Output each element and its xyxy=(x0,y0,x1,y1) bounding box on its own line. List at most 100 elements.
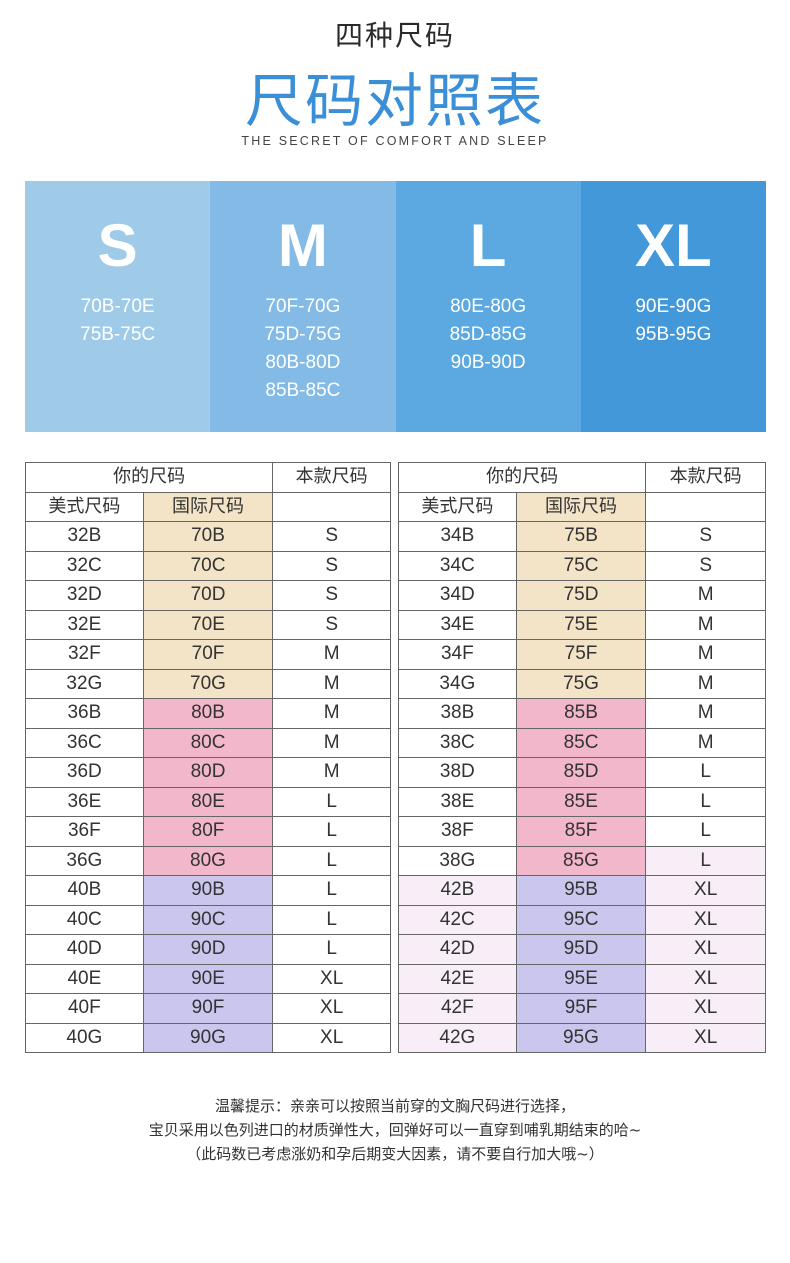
us-size-cell: 34G xyxy=(398,668,517,699)
table-row: 32C 70C S xyxy=(25,550,391,581)
page-tagline: THE SECRET OF COMFORT AND SLEEP xyxy=(241,134,549,148)
table-row: 36D 80D M xyxy=(25,757,391,788)
intl-size-cell: 70D xyxy=(142,580,274,611)
us-size-cell: 38E xyxy=(398,786,517,817)
us-size-cell: 36F xyxy=(25,816,144,847)
intl-size-cell: 70E xyxy=(142,609,274,640)
intl-size-cell: 70C xyxy=(142,550,274,581)
model-size-cell: L xyxy=(272,934,391,965)
size-card-s: S 70B-70E 75B-75C xyxy=(25,181,211,432)
intl-size-cell: 95B xyxy=(515,875,647,906)
us-size-cell: 36D xyxy=(25,757,144,788)
model-size-cell: L xyxy=(272,875,391,906)
table-row: 34B 75B S xyxy=(398,521,766,552)
table-row: 36B 80B M xyxy=(25,698,391,729)
table-row: 40E 90E XL xyxy=(25,963,391,994)
table-row: 32D 70D S xyxy=(25,580,391,611)
table-row: 38D 85D L xyxy=(398,757,766,788)
table-row: 40B 90B L xyxy=(25,875,391,906)
model-size-cell: XL xyxy=(645,904,766,935)
model-size-cell: M xyxy=(272,757,391,788)
us-size-cell: 40B xyxy=(25,875,144,906)
intl-size-cell: 80B xyxy=(142,698,274,729)
table-row: 42G 95G XL xyxy=(398,1022,766,1053)
size-range-list: 70B-70E 75B-75C xyxy=(25,293,210,349)
table-row: 34C 75C S xyxy=(398,550,766,581)
model-size-cell: L xyxy=(272,786,391,817)
table-row: 34E 75E M xyxy=(398,609,766,640)
intl-size-cell: 75G xyxy=(515,668,647,699)
intl-size-cell: 85F xyxy=(515,816,647,847)
table-row: 40C 90C L xyxy=(25,904,391,935)
intl-size-cell: 95G xyxy=(515,1022,647,1053)
model-size-cell: XL xyxy=(645,875,766,906)
header-your-size: 你的尺码 xyxy=(397,462,647,493)
model-size-cell: M xyxy=(645,639,766,670)
header-intl-size: 国际尺码 xyxy=(515,491,647,522)
table-row: 34G 75G M xyxy=(398,668,766,699)
model-size-cell: S xyxy=(272,609,391,640)
size-range: 95B-95G xyxy=(635,324,712,345)
us-size-cell: 40G xyxy=(25,1022,144,1053)
model-size-cell: L xyxy=(645,757,766,788)
table-row: 32F 70F M xyxy=(25,639,391,670)
table-row: 42F 95F XL xyxy=(398,993,766,1024)
us-size-cell: 34E xyxy=(398,609,517,640)
size-range: 85B-85C xyxy=(265,380,341,401)
model-size-cell: XL xyxy=(645,1022,766,1053)
table-row: 36F 80F L xyxy=(25,816,391,847)
size-card-m: M 70F-70G 75D-75G 80B-80D 85B-85C xyxy=(210,181,396,432)
table-row: 42C 95C XL xyxy=(398,904,766,935)
us-size-cell: 32B xyxy=(25,521,144,552)
model-size-cell: S xyxy=(645,521,766,552)
intl-size-cell: 90D xyxy=(142,934,274,965)
intl-size-cell: 90B xyxy=(142,875,274,906)
us-size-cell: 38G xyxy=(398,845,517,876)
table-row: 38C 85C M xyxy=(398,727,766,758)
us-size-cell: 36E xyxy=(25,786,144,817)
size-letter: XL xyxy=(635,212,712,279)
model-size-cell: XL xyxy=(645,993,766,1024)
model-size-cell: M xyxy=(272,698,391,729)
page-title: 尺码对照表 xyxy=(244,67,545,135)
us-size-cell: 38D xyxy=(398,757,517,788)
us-size-cell: 34C xyxy=(398,550,517,581)
us-size-cell: 40F xyxy=(25,993,144,1024)
model-size-cell: M xyxy=(645,727,766,758)
us-size-cell: 34B xyxy=(398,521,517,552)
size-range-list: 70F-70G 75D-75G 80B-80D 85B-85C xyxy=(210,293,395,405)
model-size-cell: M xyxy=(272,639,391,670)
model-size-cell: M xyxy=(645,698,766,729)
us-size-cell: 36B xyxy=(25,698,144,729)
intl-size-cell: 80D xyxy=(142,757,274,788)
intl-size-cell: 80F xyxy=(142,816,274,847)
model-size-cell: XL xyxy=(272,1022,391,1053)
intl-size-cell: 75F xyxy=(515,639,647,670)
us-size-cell: 36G xyxy=(25,845,144,876)
table-row: 34D 75D M xyxy=(398,580,766,611)
model-size-cell: M xyxy=(645,668,766,699)
us-size-cell: 40C xyxy=(25,904,144,935)
us-size-cell: 42E xyxy=(398,963,517,994)
table-row: 36E 80E L xyxy=(25,786,391,817)
model-size-cell: L xyxy=(645,816,766,847)
model-size-cell: L xyxy=(272,816,391,847)
intl-size-cell: 75B xyxy=(515,521,647,552)
model-size-cell: L xyxy=(645,845,766,876)
table-row: 32G 70G M xyxy=(25,668,391,699)
size-range-list: 90E-90G 95B-95G xyxy=(581,293,766,349)
size-range: 75D-75G xyxy=(264,324,342,345)
intl-size-cell: 95C xyxy=(515,904,647,935)
size-letter: L xyxy=(469,212,507,279)
intl-size-cell: 80C xyxy=(142,727,274,758)
header-empty-cell xyxy=(272,491,391,522)
header-this-model: 本款尺码 xyxy=(272,462,391,493)
us-size-cell: 38C xyxy=(398,727,517,758)
intl-size-cell: 95D xyxy=(515,934,647,965)
model-size-cell: S xyxy=(645,550,766,581)
header-this-model: 本款尺码 xyxy=(645,462,766,493)
table-row: 40D 90D L xyxy=(25,934,391,965)
intl-size-cell: 90F xyxy=(142,993,274,1024)
model-size-cell: XL xyxy=(272,993,391,1024)
table-row: 40F 90F XL xyxy=(25,993,391,1024)
